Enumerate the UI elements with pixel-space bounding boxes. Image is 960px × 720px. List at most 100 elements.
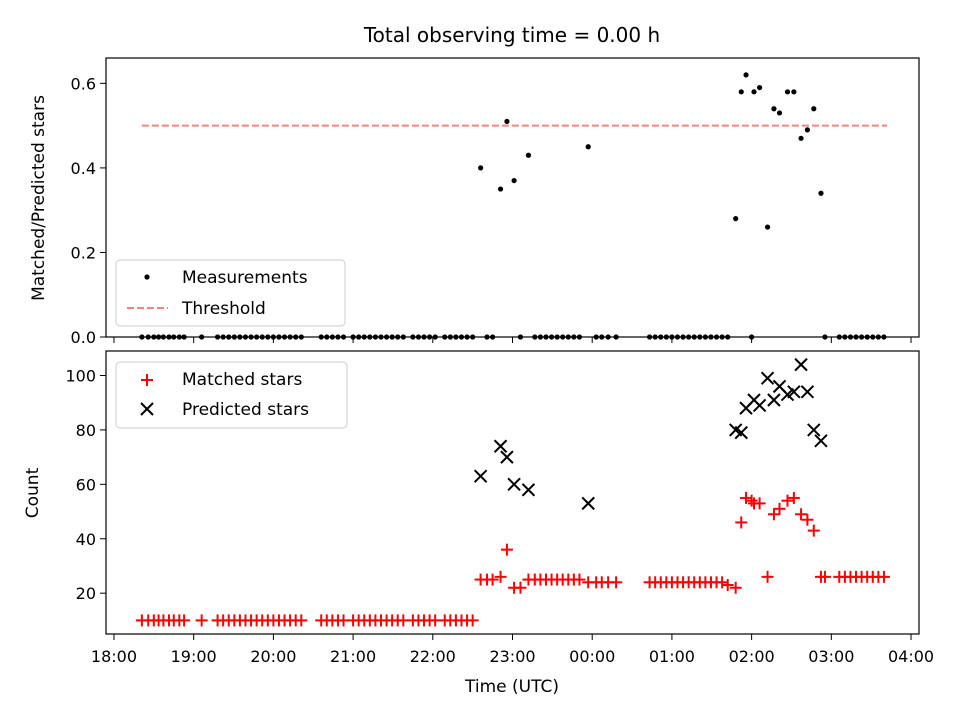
bottom-y-axis-label: Count — [23, 467, 43, 518]
legend-measurements-marker — [144, 274, 150, 280]
matched-star-point — [801, 513, 814, 526]
matched-star-point — [573, 573, 586, 586]
predicted-star-point — [800, 385, 815, 399]
matched-star-point — [295, 614, 308, 627]
top-y-tick-label: 0.0 — [71, 328, 96, 347]
predicted-star-point — [814, 434, 828, 448]
top-legend: Measurements Threshold — [115, 259, 346, 327]
legend-threshold-label: Threshold — [181, 299, 266, 319]
predicted-star-point — [767, 393, 781, 407]
predicted-star-point — [734, 425, 748, 440]
measurement-point — [738, 89, 744, 95]
measurement-point — [804, 127, 811, 133]
predicted-star-point — [752, 398, 767, 413]
predicted-star-point — [507, 477, 521, 492]
measurement-point — [791, 89, 797, 95]
bottom-y-tick-label: 20 — [76, 584, 96, 603]
matched-star-point — [787, 491, 800, 504]
x-tick-label: 21:00 — [330, 647, 376, 666]
bottom-y-tick-label: 100 — [65, 366, 96, 385]
top-panel: 0.0 0.2 0.4 0.6 Matched/Predicted stars Mea… — [29, 57, 920, 347]
x-tick-label: 22:00 — [410, 647, 456, 666]
top-y-tick-label: 0.2 — [71, 243, 96, 262]
measurement-point — [525, 152, 532, 158]
predicted-star-point — [500, 450, 514, 464]
bottom-panel: 20 40 60 80 100 18:00 19:00 20:00 21:00 22:00 23:… — [23, 350, 934, 697]
matched-star-point — [514, 581, 527, 594]
matched-star-point — [807, 524, 820, 537]
bottom-plot-marks — [135, 357, 890, 627]
matched-star-point — [721, 579, 734, 592]
matched-star-point — [740, 491, 753, 504]
matched-star-point — [195, 614, 208, 627]
measurement-point — [811, 106, 817, 112]
matched-star-point — [729, 581, 742, 594]
measurement-point — [511, 177, 517, 184]
predicted-star-point — [760, 371, 775, 385]
measurement-point — [756, 84, 763, 91]
matched-star-point — [466, 614, 479, 627]
measurement-point — [504, 118, 510, 125]
measurement-point — [478, 165, 484, 171]
predicted-star-point — [807, 423, 821, 437]
chart-title: Total observing time = 0.00 h — [363, 23, 660, 47]
bottom-y-axis: 20 40 60 80 100 — [65, 366, 106, 603]
matched-star-point — [781, 494, 794, 507]
bottom-legend: Matched stars Predicted stars — [115, 361, 348, 429]
predicted-star-point — [787, 385, 801, 399]
legend-matched-marker — [141, 374, 153, 386]
matched-star-point — [795, 508, 808, 521]
x-tick-label: 03:00 — [808, 647, 854, 666]
matched-star-point — [494, 570, 507, 583]
x-tick-label: 02:00 — [729, 647, 775, 666]
top-y-axis-label: Matched/Predicted stars — [29, 95, 49, 301]
top-y-axis: 0.0 0.2 0.4 0.6 — [71, 74, 106, 347]
predicted-star-point — [581, 496, 595, 511]
matched-star-point — [877, 570, 890, 583]
x-tick-label: 19:00 — [171, 647, 217, 666]
x-tick-label: 04:00 — [888, 647, 934, 666]
measurement-point — [764, 224, 771, 230]
matched-star-point — [767, 508, 780, 521]
measurement-point — [743, 72, 749, 78]
legend-predicted-label: Predicted stars — [182, 400, 309, 420]
matched-star-point — [761, 570, 774, 583]
measurement-point — [771, 106, 777, 112]
predicted-star-point — [493, 439, 508, 453]
measurement-point — [751, 89, 757, 95]
measurement-point — [497, 186, 504, 192]
matched-star-point — [610, 576, 623, 589]
bottom-y-tick-label: 40 — [76, 530, 96, 549]
matched-star-point — [735, 516, 748, 529]
legend-measurements-label: Measurements — [182, 268, 308, 288]
measurement-point — [776, 110, 783, 116]
matched-star-point — [818, 570, 831, 583]
matched-star-point — [773, 502, 786, 515]
top-x-axis-ticks — [113, 337, 912, 343]
measurement-point — [798, 135, 804, 141]
top-legend-box — [115, 259, 346, 327]
x-tick-label: 23:00 — [489, 647, 535, 666]
matched-star-point — [500, 543, 513, 556]
matched-star-point — [745, 494, 758, 507]
x-tick-label: 18:00 — [91, 647, 137, 666]
predicted-star-point — [794, 357, 808, 372]
x-tick-label: 01:00 — [649, 647, 695, 666]
x-axis-label: Time (UTC) — [464, 677, 559, 697]
top-y-tick-label: 0.4 — [71, 159, 96, 178]
legend-matched-label: Matched stars — [182, 370, 302, 390]
matched-star-point — [716, 576, 729, 589]
measurement-point — [784, 89, 791, 95]
predicted-star-point — [521, 483, 536, 497]
bottom-legend-box — [115, 361, 348, 429]
bottom-y-tick-label: 60 — [76, 475, 96, 494]
x-tick-label: 20:00 — [250, 647, 296, 666]
matched-star-point — [178, 614, 191, 627]
predicted-star-point — [473, 469, 488, 483]
legend-predicted-marker — [140, 402, 154, 416]
measurement-point — [733, 216, 739, 222]
bottom-x-axis: 18:00 19:00 20:00 21:00 22:00 23:00 00:00 01:00… — [91, 634, 934, 666]
measurement-point — [585, 144, 591, 150]
top-y-tick-label: 0.6 — [71, 74, 96, 93]
